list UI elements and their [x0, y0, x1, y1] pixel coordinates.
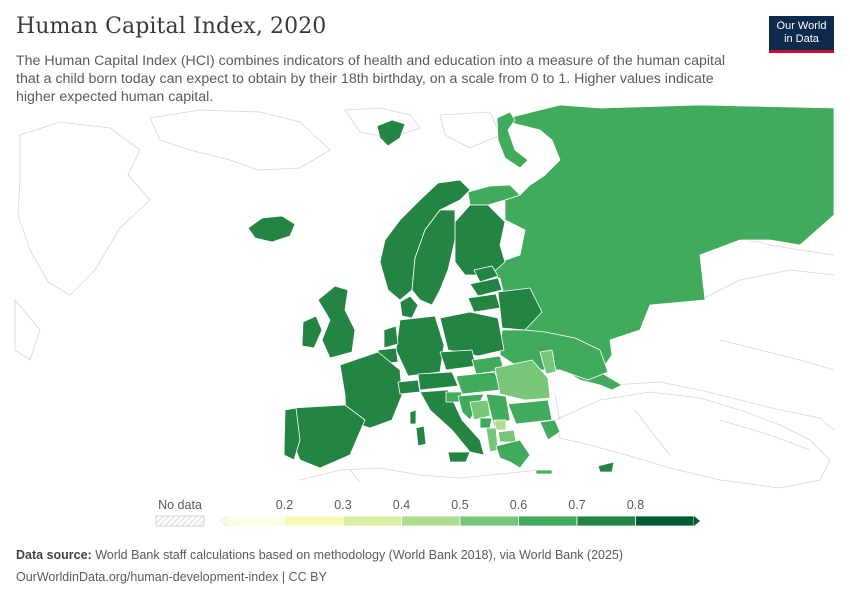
chart-title: Human Capital Index, 2020 [16, 14, 327, 39]
footer-url[interactable]: OurWorldinData.org/human-development-ind… [16, 570, 327, 584]
uk-shape [317, 285, 356, 359]
sardinia-shape [415, 425, 427, 447]
chart-subtitle: The Human Capital Index (HCI) combines i… [16, 53, 725, 105]
footer-source: Data source: World Bank staff calculatio… [16, 548, 623, 562]
legend-bin [284, 515, 344, 527]
legend: No data 0.2 0.3 0.4 0.5 0.6 0.7 0.8 [155, 498, 700, 527]
north-macedonia-shape [497, 429, 517, 443]
czechia-shape [439, 349, 477, 371]
belarus-shape [497, 287, 543, 331]
legend-bin [635, 515, 695, 527]
corsica-shape [409, 409, 417, 425]
switzerland-shape [397, 379, 421, 395]
svalbard-shape [376, 119, 406, 147]
ireland-shape [301, 315, 323, 349]
bosnia-shape [469, 399, 491, 421]
sweden-shape [411, 209, 456, 306]
ukraine-shape [499, 329, 609, 381]
greece-shape [495, 439, 531, 469]
cyprus-shape [597, 461, 615, 473]
montenegro-shape [479, 417, 493, 429]
estonia-shape [473, 265, 499, 283]
legend-tick-label: 0.4 [393, 498, 410, 512]
legend-tick-label: 0.3 [334, 498, 351, 512]
logo-line-1: Our World [776, 20, 827, 32]
legend-tick-label: 0.8 [627, 498, 644, 512]
norway-shape [379, 179, 471, 301]
turkey-europe-shape [539, 419, 561, 441]
legend-arrow-left [219, 515, 227, 527]
kosovo-shape [493, 419, 507, 431]
legend-bin [225, 515, 285, 527]
denmark-shape [399, 295, 419, 319]
legend-bin [518, 515, 578, 527]
lithuania-shape [467, 293, 501, 313]
legend-no-data-swatch [155, 515, 205, 527]
bulgaria-shape [507, 399, 553, 425]
albania-shape [485, 427, 499, 453]
legend-bin [342, 515, 402, 527]
background-land-outlines [14, 107, 835, 489]
hungary-shape [455, 371, 501, 395]
logo-line-2: in Data [784, 33, 819, 45]
legend-bin [576, 515, 636, 527]
source-label: Data source: [16, 548, 92, 562]
source-text: World Bank staff calculations based on m… [95, 548, 624, 562]
legend-bin [459, 515, 519, 527]
moldova-shape [539, 349, 557, 375]
novaya-zemlya-shape [496, 111, 529, 169]
crete-shape [535, 469, 553, 475]
france-shape [339, 351, 403, 429]
legend-tick-label: 0.7 [568, 498, 585, 512]
legend-color-bins [219, 515, 700, 527]
austria-shape [417, 371, 459, 391]
legend-no-data-label: No data [158, 498, 202, 512]
owid-logo[interactable]: Our World in Data [769, 16, 834, 53]
legend-tick-label: 0.2 [276, 498, 293, 512]
iceland-shape [247, 215, 296, 243]
portugal-shape [283, 407, 301, 461]
country-shapes [247, 104, 835, 475]
sicily-shape [447, 451, 471, 463]
poland-shape [439, 311, 505, 357]
legend-tick-label: 0.6 [510, 498, 527, 512]
legend-bin [401, 515, 461, 527]
spain-shape [291, 404, 366, 469]
germany-shape [395, 315, 445, 377]
netherlands-shape [383, 325, 399, 349]
legend-tick-label: 0.5 [451, 498, 468, 512]
romania-shape [494, 359, 551, 401]
latvia-shape [469, 277, 503, 297]
legend-arrow-right [694, 516, 700, 526]
finland-shape [454, 204, 506, 276]
legend-tick-labels: 0.2 0.3 0.4 0.5 0.6 0.7 0.8 [276, 498, 644, 512]
